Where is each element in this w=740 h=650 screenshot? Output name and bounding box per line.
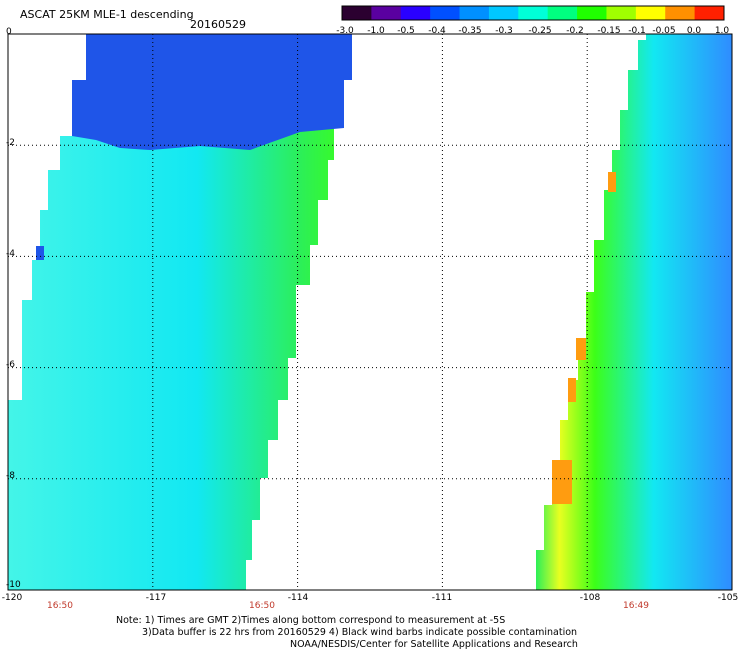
- colorbar-frame: [341, 5, 725, 21]
- cb-label-12: 1.0: [714, 26, 730, 36]
- cb-label-2: -0.5: [397, 26, 415, 36]
- colorbar-swatch: [518, 6, 549, 20]
- map-frame: [7, 33, 733, 591]
- cb-label-7: -0.2: [566, 26, 584, 36]
- right-swath-body: [536, 34, 732, 590]
- cb-label-9: -0.1: [628, 26, 646, 36]
- lat-label-3: -6: [6, 360, 15, 370]
- right-swath-orange-3: [568, 378, 576, 402]
- pass-time-left: 16:50: [47, 601, 73, 611]
- map-date: 20160529: [190, 18, 246, 31]
- cb-label-11: 0.0: [686, 26, 702, 36]
- colorbar-swatch: [547, 6, 578, 20]
- colorbar-swatch: [635, 6, 666, 20]
- pass-time-right: 16:49: [623, 601, 649, 611]
- cb-label-0: -3.0: [336, 26, 354, 36]
- colorbar-swatch: [665, 6, 696, 20]
- left-swath: [8, 34, 352, 590]
- left-swath-body: [8, 34, 352, 590]
- colorbar-swatch: [694, 6, 725, 20]
- colorbar-swatch: [488, 6, 519, 20]
- note-line-1: Note: 1) Times are GMT 2)Times along bot…: [116, 615, 506, 626]
- lat-label-5: -10: [6, 580, 21, 590]
- right-swath-orange-2: [576, 338, 586, 360]
- note-line-3: NOAA/NESDIS/Center for Satellite Applica…: [290, 639, 578, 650]
- cb-label-4: -0.35: [458, 26, 482, 36]
- left-swath-blue-speck: [36, 246, 44, 260]
- lat-label-0: 0: [6, 27, 12, 37]
- right-swath-orange-4: [608, 172, 616, 192]
- cb-label-10: -0.05: [652, 26, 676, 36]
- cb-label-3: -0.4: [428, 26, 446, 36]
- right-swath-orange-1: [552, 460, 572, 504]
- lon-label-0: -120: [1, 593, 23, 603]
- right-swath: [536, 34, 732, 590]
- lon-label-4: -108: [579, 593, 601, 603]
- note-line-2: 3)Data buffer is 22 hrs from 20160529 4)…: [142, 627, 578, 638]
- cb-label-6: -0.25: [528, 26, 552, 36]
- colorbar-swatch: [430, 6, 461, 20]
- colorbar-swatch: [606, 6, 637, 20]
- lon-label-3: -111: [431, 593, 453, 603]
- pass-time-center: 16:50: [249, 601, 275, 611]
- colorbar: [341, 5, 725, 21]
- colorbar-swatch: [371, 6, 402, 20]
- lon-label-1: -117: [145, 593, 167, 603]
- map-title: ASCAT 25KM MLE-1 descending: [20, 8, 194, 21]
- left-swath-north-blue: [72, 34, 352, 150]
- cb-label-1: -1.0: [367, 26, 385, 36]
- lat-label-2: -4: [6, 249, 15, 259]
- colorbar-swatch: [577, 6, 607, 20]
- lon-label-5: -105: [717, 593, 739, 603]
- cb-label-8: -0.15: [597, 26, 621, 36]
- colorbar-swatch: [342, 6, 372, 20]
- colorbar-swatch: [400, 6, 431, 20]
- colorbar-swatch: [459, 6, 490, 20]
- lon-label-2: -114: [287, 593, 309, 603]
- lat-label-1: -2: [6, 138, 15, 148]
- lat-label-4: -8: [6, 471, 15, 481]
- cb-label-5: -0.3: [495, 26, 513, 36]
